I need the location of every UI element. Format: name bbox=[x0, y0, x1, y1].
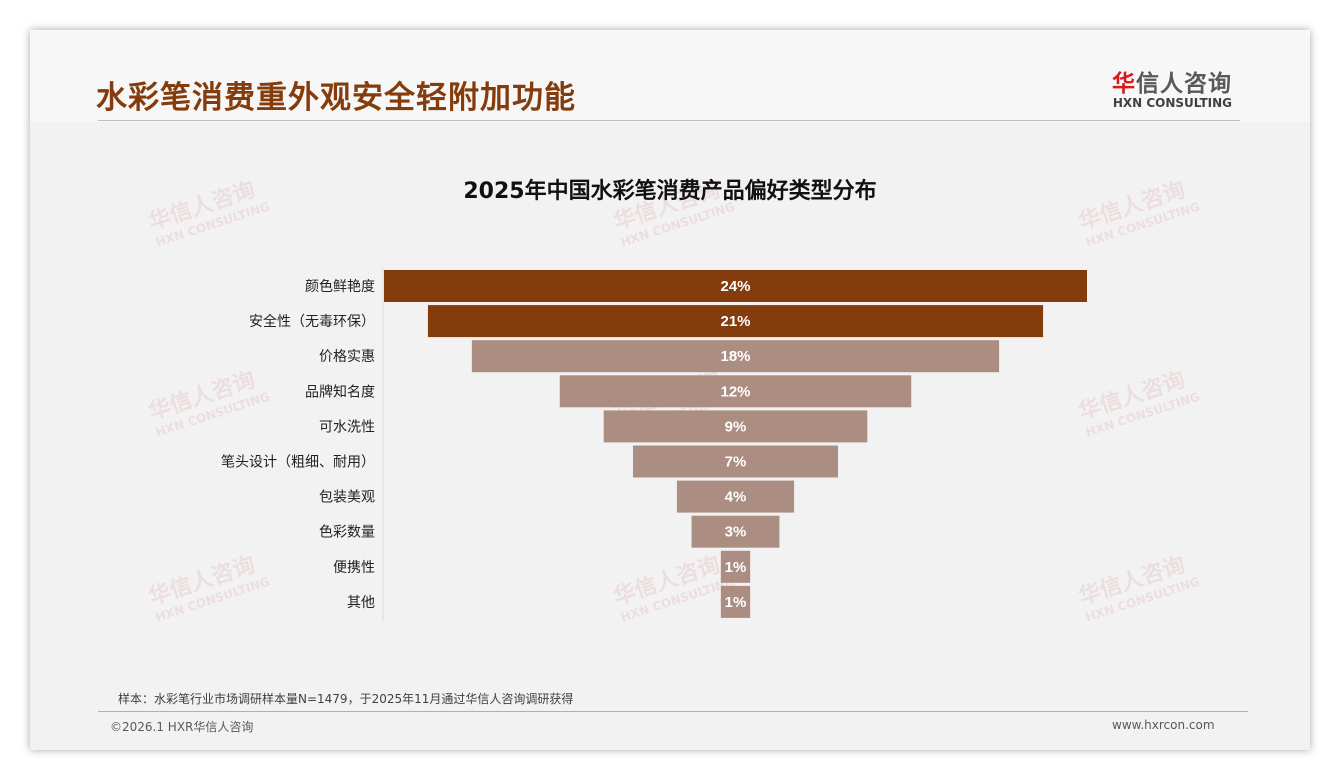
page-title: 水彩笔消费重外观安全轻附加功能 bbox=[96, 80, 576, 116]
bar bbox=[720, 550, 751, 583]
data-label: 1% bbox=[725, 594, 747, 611]
data-label: 3% bbox=[725, 524, 747, 541]
website-link: www.hxrcon.com bbox=[1112, 718, 1215, 732]
copyright: ©2026.1 HXR华信人咨询 bbox=[110, 720, 254, 734]
bar bbox=[384, 270, 1087, 302]
bar bbox=[427, 305, 1044, 338]
bar bbox=[559, 375, 912, 408]
data-label: 4% bbox=[725, 489, 747, 506]
bar bbox=[603, 410, 868, 443]
bar bbox=[632, 445, 839, 478]
category-label: 颜色鲜艳度 bbox=[305, 278, 375, 295]
category-label: 品牌知名度 bbox=[305, 383, 375, 400]
data-label: 18% bbox=[720, 348, 750, 365]
chart-title: 2025年中国水彩笔消费产品偏好类型分布 bbox=[463, 179, 877, 204]
bar bbox=[471, 340, 1000, 373]
data-label: 9% bbox=[725, 418, 747, 435]
category-label: 色彩数量 bbox=[319, 524, 375, 541]
data-label: 1% bbox=[725, 559, 747, 576]
data-label: 7% bbox=[725, 454, 747, 471]
data-label: 24% bbox=[720, 278, 750, 295]
category-label: 安全性（无毒环保） bbox=[249, 313, 375, 330]
bar bbox=[676, 480, 795, 513]
bar bbox=[691, 515, 780, 548]
divider bbox=[98, 120, 1240, 121]
footer-divider bbox=[98, 711, 1248, 712]
category-label: 其他 bbox=[347, 595, 375, 611]
category-label: 笔头设计（粗细、耐用） bbox=[221, 455, 375, 471]
category-label: 价格实惠 bbox=[319, 349, 375, 365]
data-label: 12% bbox=[720, 383, 750, 400]
logo: 华信人咨询 HXN CONSULTING bbox=[1112, 71, 1232, 110]
category-label: 可水洗性 bbox=[319, 419, 375, 435]
bar bbox=[720, 585, 751, 618]
slide: 水彩笔消费重外观安全轻附加功能 华信人咨询 HXN CONSULTING bbox=[30, 30, 1310, 750]
sample-note: 样本：水彩笔行业市场调研样本量N=1479，于2025年11月通过华信人咨询调研… bbox=[118, 692, 574, 706]
category-label: 包装美观 bbox=[319, 490, 375, 506]
header bbox=[30, 30, 1310, 122]
data-label: 21% bbox=[720, 313, 750, 330]
category-label: 便携性 bbox=[333, 560, 375, 576]
